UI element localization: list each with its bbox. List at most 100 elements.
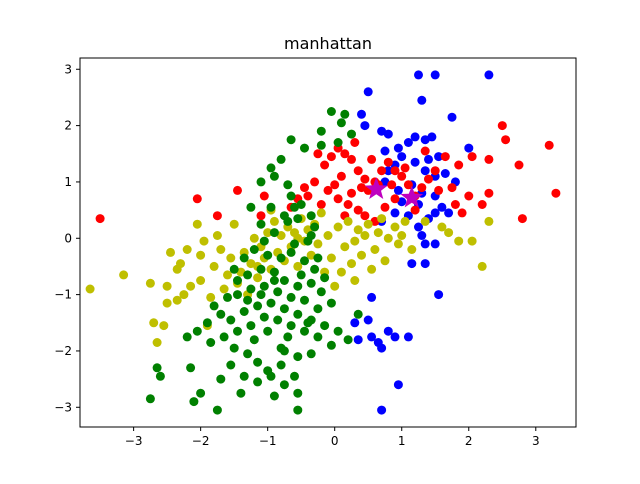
data-point xyxy=(430,239,440,249)
data-point xyxy=(407,245,417,254)
data-point xyxy=(367,292,377,302)
data-point xyxy=(544,140,554,150)
data-point xyxy=(196,388,206,398)
data-point xyxy=(430,70,440,80)
data-point xyxy=(383,166,393,176)
centroid-marker xyxy=(400,185,424,208)
data-point xyxy=(350,138,360,147)
data-point xyxy=(293,261,303,271)
data-point xyxy=(410,157,420,167)
data-point xyxy=(393,143,403,153)
data-point xyxy=(256,264,266,274)
data-point xyxy=(85,284,95,294)
data-point xyxy=(410,205,420,215)
data-point xyxy=(383,157,393,167)
data-point xyxy=(397,231,407,240)
data-point xyxy=(306,349,316,359)
data-point xyxy=(373,228,383,238)
data-point xyxy=(119,270,129,280)
data-point xyxy=(377,214,387,224)
data-point xyxy=(353,335,363,345)
data-point xyxy=(233,326,242,336)
data-point xyxy=(300,143,309,153)
data-point xyxy=(296,270,306,280)
data-point xyxy=(159,321,169,331)
data-point xyxy=(420,146,430,156)
centroid-marker xyxy=(364,177,388,199)
data-point xyxy=(192,219,202,229)
data-point xyxy=(219,284,229,294)
data-point xyxy=(340,242,350,252)
data-point xyxy=(290,371,299,381)
data-point xyxy=(95,214,105,224)
data-point xyxy=(306,211,316,221)
data-point xyxy=(323,185,333,195)
data-point xyxy=(316,287,326,297)
data-point xyxy=(266,202,276,212)
data-point xyxy=(243,270,253,280)
x-tick-label: −1 xyxy=(259,434,277,448)
data-point xyxy=(266,371,276,381)
data-point xyxy=(360,121,370,131)
data-point xyxy=(347,188,356,198)
data-point xyxy=(447,183,457,193)
data-point xyxy=(286,191,296,201)
data-point xyxy=(440,152,450,162)
data-point xyxy=(336,118,346,128)
data-point xyxy=(229,219,239,229)
data-point xyxy=(551,188,561,198)
data-point xyxy=(377,405,387,415)
data-point xyxy=(417,183,427,193)
data-point xyxy=(216,374,226,384)
data-point xyxy=(286,321,296,331)
data-point xyxy=(393,185,403,195)
data-point xyxy=(293,309,303,319)
data-point xyxy=(457,208,467,218)
data-point xyxy=(343,216,353,226)
data-point xyxy=(176,259,185,269)
data-point xyxy=(390,332,400,342)
data-point xyxy=(276,154,286,164)
data-point xyxy=(454,160,464,170)
data-point xyxy=(367,332,377,342)
data-point xyxy=(246,202,256,212)
data-point xyxy=(212,405,222,415)
data-point xyxy=(273,287,283,297)
data-point xyxy=(279,346,289,356)
chart-title: manhattan xyxy=(284,34,372,53)
data-point xyxy=(333,222,343,232)
y-tick-label: −3 xyxy=(54,400,72,414)
data-point xyxy=(363,219,373,229)
data-point xyxy=(300,256,309,266)
data-point xyxy=(303,318,313,328)
data-point xyxy=(357,183,366,193)
data-point xyxy=(410,132,420,142)
data-point xyxy=(249,233,259,243)
data-point xyxy=(370,245,380,254)
data-point xyxy=(363,87,373,97)
data-point xyxy=(196,250,206,260)
data-point xyxy=(293,388,303,398)
data-point xyxy=(263,250,273,260)
y-tick-label: −1 xyxy=(54,288,72,302)
data-point xyxy=(259,281,269,291)
data-point xyxy=(330,281,340,291)
data-point xyxy=(276,360,286,370)
x-tick-label: 1 xyxy=(398,434,406,448)
data-point xyxy=(186,281,196,291)
data-point xyxy=(310,177,320,187)
data-point xyxy=(367,264,377,274)
data-point xyxy=(266,298,276,308)
data-point xyxy=(310,264,320,274)
data-point xyxy=(454,236,464,246)
data-point xyxy=(313,332,323,342)
data-point xyxy=(501,135,511,145)
data-point xyxy=(414,222,423,232)
data-point xyxy=(316,208,326,218)
data-point xyxy=(350,318,360,328)
data-point xyxy=(263,326,273,336)
data-point xyxy=(316,126,326,136)
data-point xyxy=(383,326,393,336)
data-point xyxy=(279,276,289,285)
